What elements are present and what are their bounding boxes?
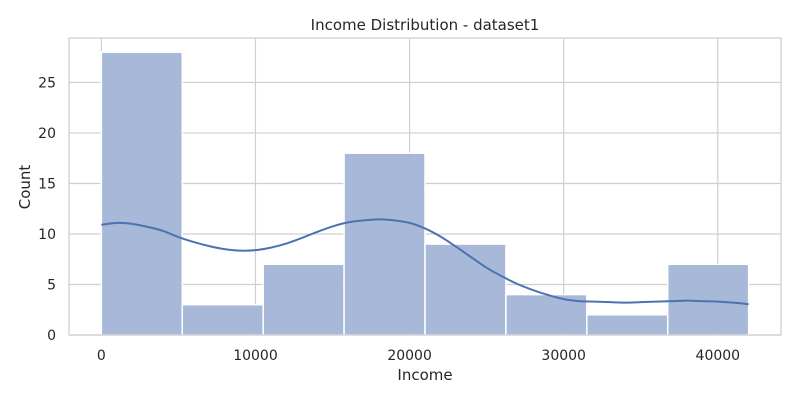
bars-layer	[100, 51, 750, 336]
histogram-bar	[424, 243, 507, 336]
y-tick-label: 20	[38, 126, 56, 142]
x-axis-title: Income	[397, 366, 452, 384]
chart-title: Income Distribution - dataset1	[311, 16, 540, 34]
x-tick-label: 40000	[696, 348, 741, 364]
kde-curve	[101, 218, 749, 306]
plot-frame	[68, 37, 782, 336]
histogram-bar	[586, 314, 669, 336]
kde-layer	[101, 218, 749, 306]
histogram-bar	[181, 303, 264, 336]
y-tick-label: 5	[47, 277, 56, 293]
histogram-bar	[262, 263, 345, 336]
y-tick-label: 15	[38, 176, 56, 192]
histogram-bar	[666, 263, 750, 336]
y-tick-label: 10	[38, 227, 56, 243]
spines-layer	[68, 37, 782, 336]
y-tick-label: 25	[38, 75, 56, 91]
x-tick-label: 20000	[387, 348, 432, 364]
y-axis-title: Count	[16, 165, 34, 210]
x-tick-label: 0	[97, 348, 106, 364]
x-tick-label: 30000	[541, 348, 586, 364]
ticks-layer: 0 10000 20000 30000 40000 0 5 10 15 20 25	[38, 75, 740, 364]
y-tick-label: 0	[47, 328, 56, 344]
histogram-bar	[343, 152, 426, 336]
histogram-bar	[100, 51, 184, 336]
x-tick-label: 10000	[233, 348, 278, 364]
